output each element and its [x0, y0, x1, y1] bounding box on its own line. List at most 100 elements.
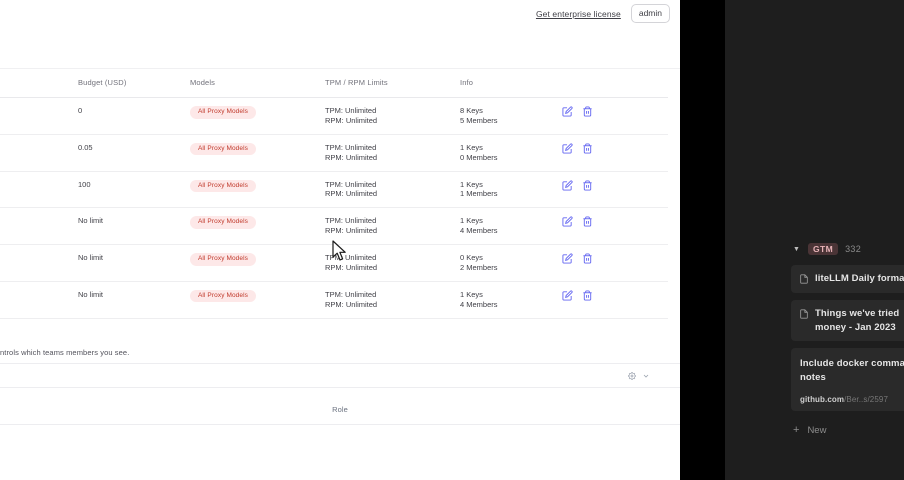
- members-count: 4 Members: [460, 299, 498, 309]
- keys-count: 1 Keys: [460, 142, 483, 152]
- delete-icon[interactable]: [582, 216, 593, 227]
- cell-models: All Proxy Models: [190, 244, 325, 282]
- teams-header-row: USD) Budget (USD) Models TPM / RPM Limit…: [0, 78, 668, 98]
- models-badge: All Proxy Models: [190, 142, 257, 156]
- edit-icon[interactable]: [562, 143, 573, 154]
- row-action-group: [560, 106, 668, 117]
- delete-icon[interactable]: [582, 290, 593, 301]
- cell-info: 1 Keys 0 Members: [460, 134, 560, 172]
- delete-icon[interactable]: [582, 253, 593, 264]
- cell-actions: [560, 97, 668, 135]
- cell-info: 8 Keys 5 Members: [460, 97, 560, 135]
- col-header-spend[interactable]: USD): [0, 78, 78, 98]
- tpm-value: TPM: Unlimited: [325, 142, 377, 152]
- cell-actions: [560, 244, 668, 282]
- table-row[interactable]: No limit All Proxy Models TPM: Unlimited RP…: [0, 281, 668, 319]
- members-table: Role: [0, 395, 680, 425]
- models-badge: All Proxy Models: [190, 253, 257, 266]
- col-header-limits[interactable]: TPM / RPM Limits: [325, 78, 460, 98]
- cell-limits: TPM: Unlimited RPM: Unlimited: [325, 171, 460, 209]
- cell-models: All Proxy Models: [190, 207, 325, 246]
- document-icon: [799, 308, 809, 320]
- edit-icon[interactable]: [562, 106, 573, 117]
- keys-count: 8 Keys: [460, 106, 483, 115]
- group-count: 332: [845, 244, 862, 254]
- plus-icon: +: [793, 423, 800, 436]
- gear-icon[interactable]: [628, 371, 636, 380]
- tpm-value: TPM: Unlimited: [325, 179, 377, 189]
- rpm-value: RPM: Unlimited: [325, 263, 378, 273]
- col-header-budget[interactable]: Budget (USD): [78, 78, 190, 98]
- note-url-path: /Ber..s/2597: [844, 394, 889, 404]
- edit-icon[interactable]: [562, 179, 573, 191]
- cell-info: 0 Keys 2 Members: [460, 244, 560, 282]
- caret-down-icon[interactable]: ▼: [793, 245, 800, 253]
- user-role-chip[interactable]: admin: [630, 4, 670, 23]
- chevron-down-icon[interactable]: [642, 372, 650, 380]
- cell-spend: [0, 281, 78, 319]
- row-action-group: [560, 216, 668, 227]
- models-badge: All Proxy Models: [190, 216, 257, 229]
- notes-group-header[interactable]: ▼ GTM 332: [791, 240, 904, 258]
- cell-models: All Proxy Models: [190, 281, 325, 319]
- delete-icon[interactable]: [582, 106, 593, 117]
- new-note-label: New: [807, 424, 827, 436]
- members-count: 1 Members: [460, 189, 498, 199]
- note-card-link[interactable]: Include docker comma notes github.com/Be…: [791, 348, 904, 411]
- models-badge: All Proxy Models: [190, 289, 257, 303]
- rpm-value: RPM: Unlimited: [325, 115, 378, 125]
- table-row[interactable]: 0.05 All Proxy Models TPM: Unlimited RPM: U…: [0, 134, 668, 172]
- header-divider: [0, 68, 680, 69]
- col-header-info[interactable]: Info: [460, 78, 560, 98]
- note-url[interactable]: github.com/Ber..s/2597: [800, 395, 904, 404]
- edit-icon[interactable]: [562, 216, 573, 227]
- cell-budget: No limit: [78, 207, 190, 246]
- cell-budget: 100: [78, 171, 190, 209]
- col-header-role[interactable]: Role: [0, 395, 680, 425]
- note-card[interactable]: liteLLM Daily forma: [791, 265, 904, 293]
- teams-table-head: USD) Budget (USD) Models TPM / RPM Limit…: [0, 78, 668, 98]
- members-filter-bar: [0, 363, 680, 388]
- notes-group-gtm: ▼ GTM 332 liteLLM Daily forma: [791, 240, 904, 436]
- delete-icon[interactable]: [582, 180, 593, 191]
- cell-spend: 25: [0, 207, 78, 246]
- tpm-value: TPM: Unlimited: [325, 216, 377, 226]
- note-title: liteLLM Daily forma: [815, 273, 904, 284]
- litellm-admin-pane: Get enterprise license admin USD) Budget…: [0, 4, 680, 425]
- edit-icon[interactable]: [562, 290, 573, 301]
- cell-limits: TPM: Unlimited RPM: Unlimited: [325, 207, 460, 246]
- members-table-head: Role: [0, 395, 680, 425]
- models-badge: All Proxy Models: [190, 179, 257, 193]
- cell-limits: TPM: Unlimited RPM: Unlimited: [325, 281, 460, 319]
- teams-table: USD) Budget (USD) Models TPM / RPM Limit…: [0, 78, 668, 319]
- group-badge[interactable]: GTM: [808, 242, 839, 256]
- note-card[interactable]: Things we've tried money - Jan 2023: [791, 299, 904, 342]
- delete-icon[interactable]: [582, 143, 593, 154]
- get-enterprise-license-link[interactable]: Get enterprise license: [535, 8, 621, 19]
- cell-budget: No limit: [78, 244, 190, 282]
- cell-spend: 47: [0, 97, 78, 135]
- members-help-text: ntrols which teams members you see.: [0, 348, 130, 357]
- cell-spend: 9: [0, 171, 78, 209]
- rpm-value: RPM: Unlimited: [325, 152, 378, 162]
- cell-budget: No limit: [78, 281, 190, 319]
- cell-info: 1 Keys 4 Members: [460, 281, 560, 319]
- rpm-value: RPM: Unlimited: [325, 299, 378, 309]
- edit-icon[interactable]: [562, 253, 573, 264]
- tpm-value: TPM: Unlimited: [325, 106, 377, 115]
- row-action-group: [560, 253, 668, 264]
- cell-actions: [560, 134, 668, 172]
- col-header-models[interactable]: Models: [190, 78, 325, 98]
- cell-actions: [560, 207, 668, 246]
- table-row[interactable]: No limit All Proxy Models TPM: Unlimited RP…: [0, 244, 668, 282]
- row-action-group: [560, 179, 668, 191]
- document-icon: [799, 273, 809, 285]
- new-note-button[interactable]: + New: [791, 423, 904, 436]
- cell-spend: [0, 134, 78, 172]
- black-gutter: [680, 0, 725, 480]
